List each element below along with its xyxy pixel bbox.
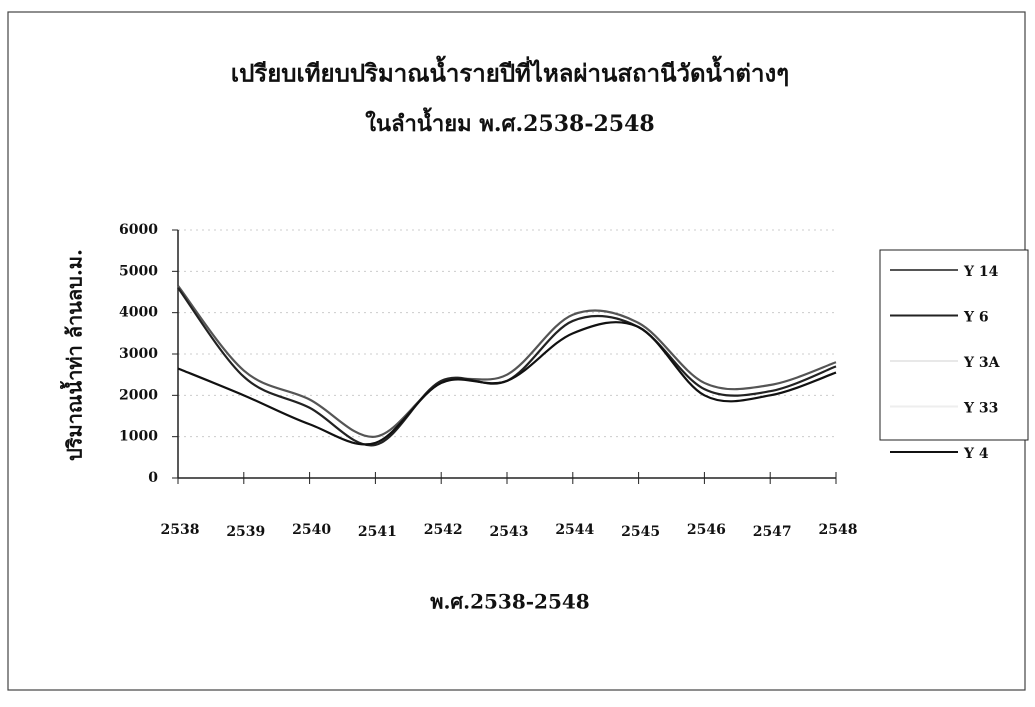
- legend-label: Y 6: [963, 310, 989, 326]
- y-tick-label: 1000: [119, 429, 158, 445]
- x-tick-label: 2540: [292, 522, 331, 538]
- x-tick-label: 2543: [490, 524, 529, 540]
- x-tick-label: 2538: [161, 522, 200, 538]
- legend-label: Y 33: [963, 401, 998, 417]
- legend-label: Y 3A: [963, 355, 1001, 371]
- y-tick-label: 0: [148, 470, 158, 486]
- legend-label: Y 4: [963, 446, 989, 462]
- x-tick-label: 2544: [555, 522, 594, 538]
- x-tick-label: 2542: [424, 522, 463, 538]
- y-tick-label: 2000: [119, 387, 158, 403]
- series-line: [177, 287, 837, 447]
- x-axis-title: พ.ศ.2538-2548: [430, 590, 589, 614]
- x-tick-label: 2546: [687, 522, 726, 538]
- legend-box: [879, 249, 1029, 441]
- y-axis-title: ปริมาณน้ำท่า ล้านลบ.ม.: [60, 249, 87, 461]
- x-tick-label: 2541: [358, 524, 397, 540]
- x-tick-label: 2547: [753, 524, 792, 540]
- x-tick-label: 2539: [226, 524, 265, 540]
- y-tick-label: 5000: [119, 263, 158, 279]
- chart-subtitle: ในลำน้ำยม พ.ศ.2538-2548: [365, 107, 654, 137]
- y-tick-label: 4000: [119, 305, 158, 321]
- x-tick-label: 2548: [819, 522, 858, 538]
- y-tick-label: 6000: [119, 222, 158, 238]
- x-tick-label: 2545: [621, 524, 660, 540]
- legend-label: Y 14: [963, 264, 999, 280]
- chart-title: เปรียบเทียบปริมาณน้ำรายปีที่ไหลผ่านสถานี…: [231, 55, 789, 88]
- series-line: [177, 285, 837, 438]
- series-line: [177, 321, 837, 446]
- y-tick-label: 3000: [119, 346, 158, 362]
